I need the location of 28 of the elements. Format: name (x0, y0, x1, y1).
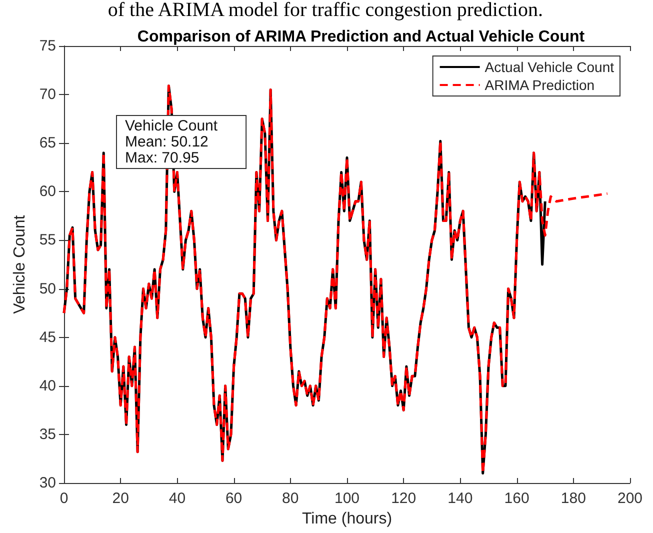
x-tick-label: 0 (60, 490, 68, 507)
x-tick-label: 60 (225, 490, 242, 507)
x-tick-label: 40 (168, 490, 186, 507)
y-tick-label: 30 (39, 474, 56, 492)
y-tick-label: 70 (39, 86, 56, 104)
legend-label: Actual Vehicle Count (484, 59, 614, 75)
y-tick-label: 55 (39, 232, 56, 249)
text: of the ARIMA model for traffic congestion prediction. (108, 0, 543, 21)
chart-title: Comparison of ARIMA Prediction and Actual Vehicle Count (137, 28, 586, 46)
y-tick-label: 50 (39, 280, 56, 298)
x-tick-label: 120 (391, 490, 416, 507)
y-tick-label: 40 (39, 377, 56, 394)
x-tick-label: 200 (617, 490, 643, 507)
y-axis-title: Vehicle Count (12, 214, 28, 314)
legend-label: ARIMA Prediction (484, 77, 595, 93)
y-tick-label: 75 (39, 38, 56, 54)
y-tick-label: 60 (39, 183, 56, 200)
annotation: Vehicle Count Mean: 50.12 Max: 70.95 (125, 118, 218, 166)
x-tick-label: 20 (112, 490, 129, 507)
y-tick-label: 45 (39, 328, 56, 346)
y-tick-label: 35 (39, 426, 56, 443)
x-tick-label: 180 (560, 490, 586, 507)
x-axis-title: Time (hours) (302, 510, 392, 528)
x-tick-label: 160 (504, 490, 530, 507)
x-tick-label: 100 (334, 490, 360, 507)
x-tick-label: 80 (282, 490, 299, 507)
x-tick-label: 140 (448, 490, 473, 507)
y-tick-label: 65 (39, 134, 56, 152)
